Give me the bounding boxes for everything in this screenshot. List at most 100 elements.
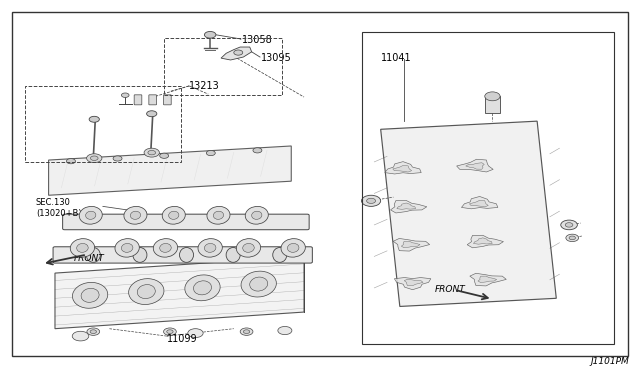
Circle shape (278, 327, 292, 335)
Circle shape (143, 211, 147, 214)
FancyBboxPatch shape (164, 95, 172, 105)
Circle shape (188, 329, 203, 337)
Ellipse shape (198, 239, 222, 257)
Bar (362, 32, 614, 343)
Circle shape (167, 330, 173, 334)
Polygon shape (461, 196, 498, 209)
Text: FRONT: FRONT (435, 285, 466, 294)
Ellipse shape (124, 206, 147, 224)
Ellipse shape (154, 239, 178, 257)
Ellipse shape (160, 243, 172, 252)
Text: J1101PM: J1101PM (591, 357, 630, 366)
Circle shape (569, 236, 575, 240)
Circle shape (122, 93, 129, 97)
Circle shape (240, 328, 253, 335)
Ellipse shape (207, 206, 230, 224)
Circle shape (484, 92, 500, 101)
Ellipse shape (273, 247, 287, 262)
Polygon shape (474, 238, 492, 244)
Ellipse shape (204, 243, 216, 252)
Polygon shape (469, 200, 488, 207)
Polygon shape (456, 159, 493, 172)
Circle shape (90, 156, 98, 160)
Polygon shape (221, 47, 252, 60)
Ellipse shape (168, 211, 179, 219)
Ellipse shape (245, 206, 268, 224)
Circle shape (234, 50, 243, 55)
FancyBboxPatch shape (149, 95, 157, 105)
Circle shape (144, 148, 159, 157)
Ellipse shape (281, 239, 305, 257)
Ellipse shape (70, 239, 95, 257)
FancyBboxPatch shape (134, 95, 142, 105)
Circle shape (160, 153, 169, 158)
Ellipse shape (81, 288, 99, 302)
Ellipse shape (115, 239, 140, 257)
Ellipse shape (138, 285, 156, 299)
Ellipse shape (129, 279, 164, 305)
Ellipse shape (185, 275, 220, 301)
Circle shape (67, 158, 76, 164)
Circle shape (362, 195, 381, 206)
Ellipse shape (287, 243, 299, 252)
Polygon shape (381, 121, 556, 307)
Ellipse shape (162, 206, 186, 224)
Bar (164, 38, 282, 95)
Polygon shape (401, 241, 420, 248)
Polygon shape (478, 276, 497, 283)
Polygon shape (393, 238, 429, 251)
Text: FRONT: FRONT (74, 254, 105, 263)
Circle shape (86, 154, 102, 163)
Text: 13058: 13058 (242, 35, 273, 45)
Circle shape (87, 328, 100, 335)
Ellipse shape (250, 277, 268, 291)
Polygon shape (393, 166, 412, 172)
Polygon shape (49, 146, 291, 195)
Text: 11099: 11099 (167, 334, 197, 344)
Circle shape (565, 223, 573, 227)
Polygon shape (394, 278, 431, 290)
Ellipse shape (213, 211, 223, 219)
Circle shape (148, 150, 156, 155)
Text: SEC.130
(13020+B): SEC.130 (13020+B) (36, 198, 81, 218)
Polygon shape (55, 256, 304, 329)
Circle shape (90, 330, 97, 334)
FancyBboxPatch shape (53, 247, 312, 263)
Ellipse shape (226, 247, 240, 262)
Circle shape (72, 331, 89, 341)
Ellipse shape (193, 281, 211, 295)
Circle shape (367, 198, 376, 203)
Circle shape (147, 111, 157, 117)
Ellipse shape (86, 247, 100, 262)
Text: 13213: 13213 (189, 81, 220, 91)
Circle shape (89, 116, 99, 122)
Circle shape (243, 330, 250, 334)
Ellipse shape (72, 282, 108, 308)
Circle shape (206, 150, 215, 155)
Circle shape (204, 32, 216, 38)
Bar (25, 86, 181, 162)
Bar (484, 96, 500, 113)
Polygon shape (470, 273, 506, 286)
Polygon shape (390, 201, 427, 213)
Ellipse shape (179, 247, 193, 262)
Ellipse shape (77, 243, 88, 252)
Ellipse shape (79, 206, 102, 224)
Polygon shape (467, 235, 504, 248)
Ellipse shape (236, 239, 260, 257)
Ellipse shape (86, 211, 96, 219)
Circle shape (164, 328, 176, 335)
Ellipse shape (241, 271, 276, 297)
Circle shape (253, 148, 262, 153)
Polygon shape (404, 279, 423, 286)
Circle shape (561, 220, 577, 230)
Circle shape (566, 234, 579, 241)
FancyBboxPatch shape (63, 214, 309, 230)
Ellipse shape (122, 243, 133, 252)
Polygon shape (397, 203, 415, 209)
Text: 11041: 11041 (381, 53, 412, 63)
Ellipse shape (133, 247, 147, 262)
Circle shape (113, 156, 122, 161)
Ellipse shape (131, 211, 141, 219)
Text: 13095: 13095 (261, 53, 292, 63)
